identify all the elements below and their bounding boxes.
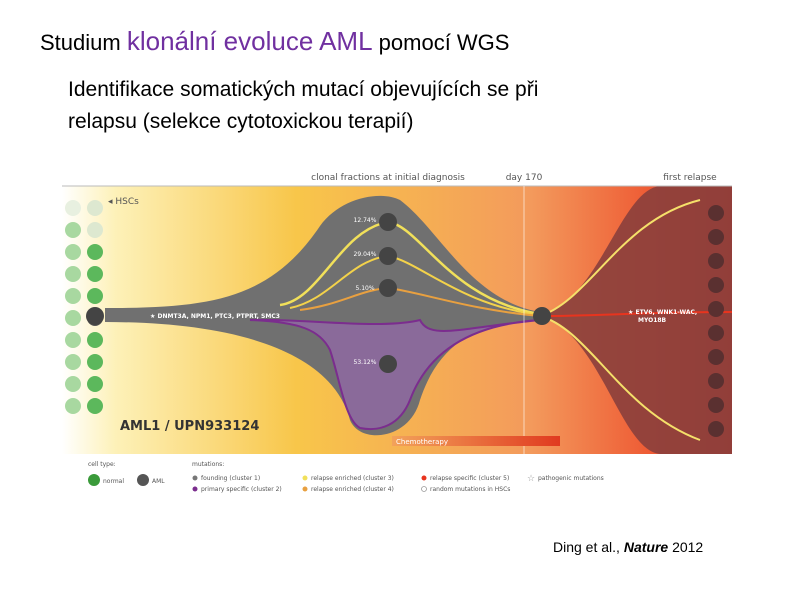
hscs-label: ◂ HSCs — [108, 197, 139, 207]
clone-fraction: 5.10% — [355, 285, 374, 292]
aml-cell — [708, 397, 724, 413]
figure: clonal fractions at initial diagnosis da… — [62, 166, 733, 493]
legend-swatch — [302, 486, 308, 492]
normal-cell — [65, 332, 81, 348]
normal-cell — [65, 376, 81, 392]
normal-cell — [65, 200, 81, 216]
aml-cell — [708, 349, 724, 365]
slide-title: Studium klonální evoluce AML pomocí WGS — [40, 26, 509, 56]
legend-item: random mutations in HSCs — [430, 486, 510, 493]
timeline-label: first relapse — [663, 173, 717, 183]
timeline-bar — [62, 166, 732, 186]
normal-cell — [87, 354, 103, 370]
cell-markers — [65, 200, 724, 437]
clone-fraction: 53.12% — [354, 359, 377, 366]
title-end: pomocí WGS — [373, 30, 510, 55]
aml-cell — [708, 205, 724, 221]
normal-cell — [87, 332, 103, 348]
normal-cell — [65, 244, 81, 260]
relapse-genes-text: ETV6, WNK1-WAC, — [635, 309, 697, 316]
normal-cell — [65, 398, 81, 414]
aml-cell — [708, 373, 724, 389]
legend: cell type: normal AML mutations: foundin… — [88, 461, 604, 493]
relapse-specific-line — [539, 311, 733, 317]
clone-node — [379, 247, 397, 265]
therapy-bar — [392, 436, 560, 446]
hscs: HSCs — [115, 197, 139, 207]
citation-journal: Nature — [624, 539, 669, 555]
aml-cell — [708, 229, 724, 245]
legend-swatch — [421, 486, 427, 492]
subtitle-line: relapsu (selekce cytotoxickou terapií) — [68, 110, 414, 133]
citation-year: 2012 — [668, 539, 703, 555]
legend-item: pathogenic mutations — [538, 475, 604, 482]
citation: Ding et al., Nature 2012 — [553, 539, 703, 555]
normal-cell — [65, 222, 81, 238]
founding-genes: ★ DNMT3A, NPM1, PTC3, PTPRT, SMC3 — [150, 313, 280, 320]
legend-item: relapse enriched (cluster 4) — [311, 486, 394, 493]
normal-cell — [87, 266, 103, 282]
clone-node — [379, 355, 397, 373]
normal-cell — [87, 200, 103, 216]
founding-genes-text: DNMT3A, NPM1, PTC3, PTPRT, SMC3 — [157, 313, 279, 320]
aml-cell — [708, 325, 724, 341]
aml-cell — [708, 421, 724, 437]
normal-cell — [65, 354, 81, 370]
normal-cell — [87, 376, 103, 392]
normal-cell — [87, 244, 103, 260]
legend-swatch — [302, 475, 308, 481]
relapse-clone — [540, 186, 732, 454]
clone-node — [533, 307, 551, 325]
clone-node — [86, 307, 104, 325]
subtitle-line: Identifikace somatických mutací objevují… — [68, 78, 538, 101]
citation-authors: Ding et al., — [553, 539, 624, 555]
legend-title: mutations: — [192, 461, 224, 468]
legend-star: ☆ — [527, 474, 535, 484]
relapse-genes: MYO18B — [638, 317, 667, 324]
legend-item: AML — [152, 478, 165, 485]
relapse-genes: ★ ETV6, WNK1-WAC, — [628, 309, 697, 316]
aml-cell — [708, 277, 724, 293]
aml-cell — [708, 253, 724, 269]
title-start: Studium — [40, 30, 127, 55]
normal-cell — [65, 310, 81, 326]
legend-item: relapse enriched (cluster 3) — [311, 475, 394, 482]
normal-cell — [65, 266, 81, 282]
therapy-label: Chemotherapy — [396, 438, 448, 446]
legend-item: founding (cluster 1) — [201, 475, 260, 482]
legend-item: primary specific (cluster 2) — [201, 486, 282, 493]
normal-cell — [87, 222, 103, 238]
primary-clone — [249, 318, 541, 430]
legend-swatch — [192, 475, 198, 481]
founding-clone — [105, 195, 540, 436]
case-label: AML1 / UPN933124 — [120, 419, 259, 434]
legend-swatch — [421, 475, 427, 481]
aml-cell — [708, 301, 724, 317]
normal-cell — [87, 398, 103, 414]
relapse-enriched-line — [539, 199, 701, 441]
normal-cell — [87, 288, 103, 304]
timeline-label: clonal fractions at initial diagnosis — [311, 173, 465, 183]
legend-swatch — [88, 474, 100, 486]
clone-node — [379, 279, 397, 297]
legend-item: normal — [103, 478, 124, 485]
legend-swatch — [137, 474, 149, 486]
clone-fraction: 12.74% — [354, 217, 377, 224]
clone-fraction: 29.04% — [354, 251, 377, 258]
normal-cell — [65, 288, 81, 304]
legend-title: cell type: — [88, 461, 116, 468]
legend-swatch — [192, 486, 198, 492]
legend-item: relapse specific (cluster 5) — [430, 475, 509, 482]
timeline-label: day 170 — [506, 173, 543, 183]
clone-node — [379, 213, 397, 231]
title-highlight: klonální evoluce AML — [127, 26, 373, 56]
